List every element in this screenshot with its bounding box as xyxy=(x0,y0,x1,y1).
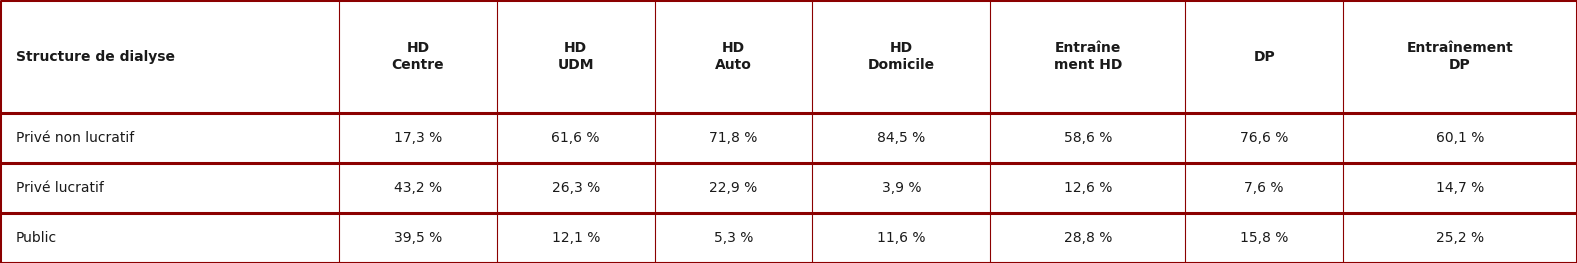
Bar xyxy=(0,213,339,263)
Text: 5,3 %: 5,3 % xyxy=(714,231,754,245)
Text: 28,8 %: 28,8 % xyxy=(1063,231,1112,245)
Text: 71,8 %: 71,8 % xyxy=(710,131,757,145)
Text: Entraînement
DP: Entraînement DP xyxy=(1407,41,1514,73)
Bar xyxy=(990,163,1186,213)
Bar xyxy=(0,0,339,113)
Text: 22,9 %: 22,9 % xyxy=(710,181,757,195)
Bar xyxy=(1186,0,1344,113)
Text: 3,9 %: 3,9 % xyxy=(882,181,921,195)
Bar xyxy=(339,0,497,113)
Bar xyxy=(1344,213,1577,263)
Text: 17,3 %: 17,3 % xyxy=(394,131,442,145)
Bar xyxy=(1344,163,1577,213)
Bar xyxy=(339,163,497,213)
Text: 58,6 %: 58,6 % xyxy=(1063,131,1112,145)
Text: DP: DP xyxy=(1254,49,1276,64)
Text: HD
Domicile: HD Domicile xyxy=(867,41,935,73)
Text: 84,5 %: 84,5 % xyxy=(877,131,926,145)
Text: 43,2 %: 43,2 % xyxy=(394,181,442,195)
Bar xyxy=(0,163,339,213)
Bar xyxy=(654,163,812,213)
Bar xyxy=(990,0,1186,113)
Bar xyxy=(654,0,812,113)
Bar xyxy=(990,113,1186,163)
Bar xyxy=(497,213,654,263)
Text: 14,7 %: 14,7 % xyxy=(1437,181,1484,195)
Bar xyxy=(339,213,497,263)
Bar xyxy=(1186,213,1344,263)
Text: 15,8 %: 15,8 % xyxy=(1240,231,1288,245)
Bar xyxy=(1186,113,1344,163)
Bar xyxy=(497,163,654,213)
Text: Privé non lucratif: Privé non lucratif xyxy=(16,131,134,145)
Text: 12,6 %: 12,6 % xyxy=(1063,181,1112,195)
Bar xyxy=(497,0,654,113)
Text: Privé lucratif: Privé lucratif xyxy=(16,181,104,195)
Bar xyxy=(1344,113,1577,163)
Bar xyxy=(654,113,812,163)
Text: HD
UDM: HD UDM xyxy=(557,41,595,73)
Text: 7,6 %: 7,6 % xyxy=(1244,181,1284,195)
Text: 25,2 %: 25,2 % xyxy=(1437,231,1484,245)
Text: Structure de dialyse: Structure de dialyse xyxy=(16,49,175,64)
Bar xyxy=(990,213,1186,263)
Bar xyxy=(497,113,654,163)
Text: Entraîne
ment HD: Entraîne ment HD xyxy=(1053,41,1121,73)
Bar xyxy=(812,0,990,113)
Bar xyxy=(812,163,990,213)
Text: Public: Public xyxy=(16,231,57,245)
Bar xyxy=(812,113,990,163)
Text: 39,5 %: 39,5 % xyxy=(394,231,442,245)
Bar xyxy=(812,213,990,263)
Text: HD
Auto: HD Auto xyxy=(714,41,752,73)
Bar xyxy=(1186,163,1344,213)
Text: 60,1 %: 60,1 % xyxy=(1435,131,1484,145)
Bar xyxy=(654,213,812,263)
Text: 76,6 %: 76,6 % xyxy=(1240,131,1288,145)
Text: 11,6 %: 11,6 % xyxy=(877,231,926,245)
Text: HD
Centre: HD Centre xyxy=(391,41,445,73)
Text: 61,6 %: 61,6 % xyxy=(552,131,599,145)
Text: 12,1 %: 12,1 % xyxy=(552,231,599,245)
Bar xyxy=(1344,0,1577,113)
Text: 26,3 %: 26,3 % xyxy=(552,181,599,195)
Bar xyxy=(0,113,339,163)
Bar xyxy=(339,113,497,163)
